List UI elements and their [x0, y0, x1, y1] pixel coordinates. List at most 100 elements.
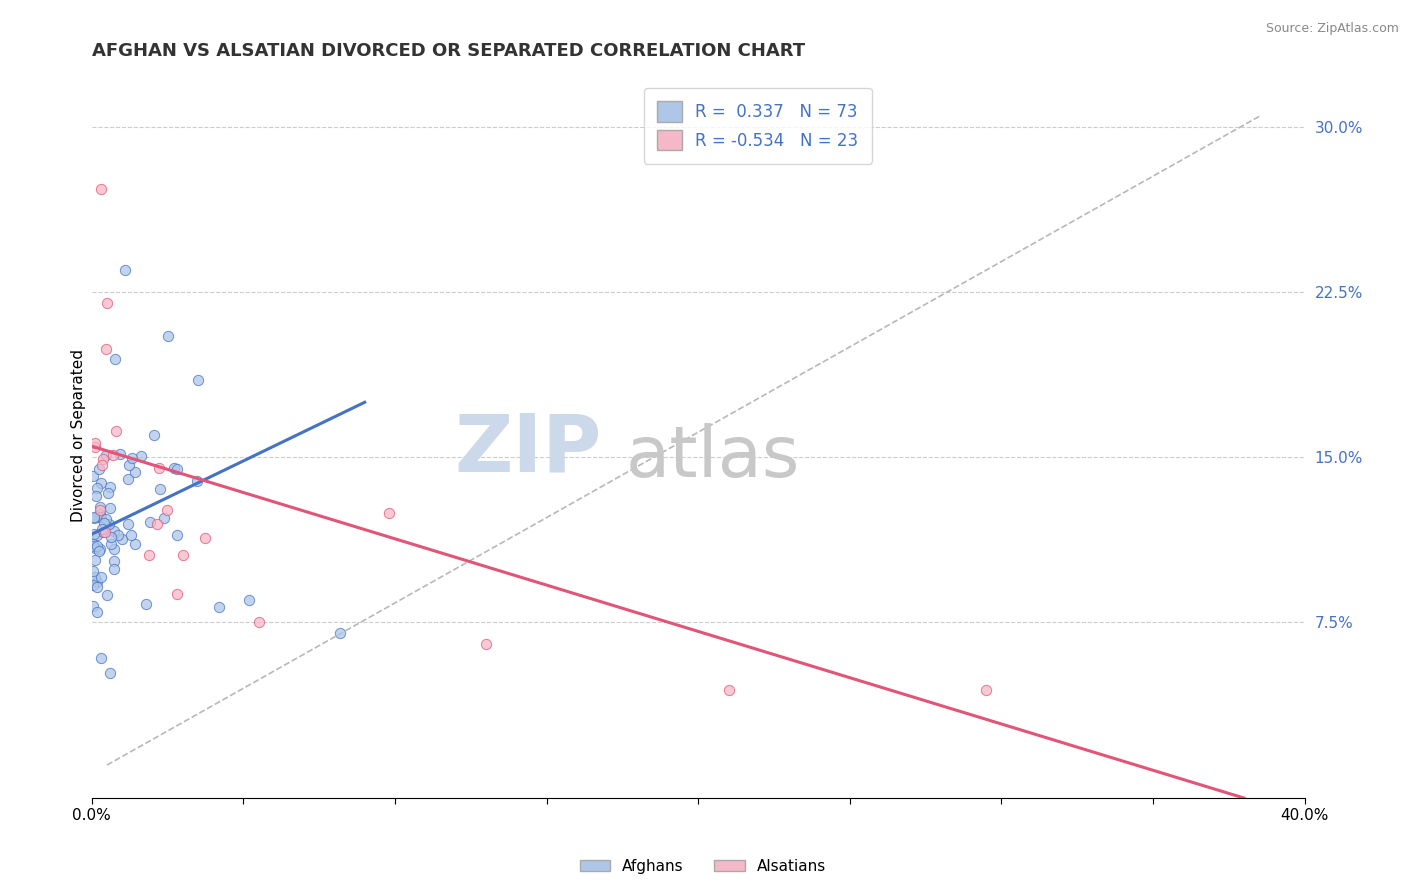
- Point: [86, 481, 108, 495]
- Point: [172, 548, 194, 562]
- Point: [96, 296, 118, 310]
- Point: [82, 539, 104, 553]
- Point: [84, 570, 107, 584]
- Point: [111, 532, 134, 546]
- Point: [84, 553, 107, 567]
- Point: [98, 665, 121, 680]
- Point: [187, 373, 209, 387]
- Text: atlas: atlas: [626, 423, 800, 491]
- Point: [82, 578, 104, 592]
- Point: [97, 486, 120, 500]
- Point: [98, 479, 121, 493]
- Point: [121, 450, 143, 465]
- Point: [162, 461, 184, 475]
- Legend: Afghans, Alsatians: Afghans, Alsatians: [574, 853, 832, 880]
- Point: [194, 531, 217, 545]
- Point: [117, 472, 139, 486]
- Point: [156, 503, 179, 517]
- Point: [101, 448, 124, 462]
- Point: [186, 474, 208, 488]
- Point: [87, 462, 110, 476]
- Point: [149, 482, 172, 496]
- Point: [100, 530, 122, 544]
- Point: [138, 548, 160, 562]
- Point: [90, 510, 112, 524]
- Point: [89, 507, 111, 521]
- Point: [86, 606, 108, 620]
- Point: [82, 536, 104, 550]
- Point: [108, 447, 131, 461]
- Point: [717, 683, 740, 698]
- Point: [208, 599, 231, 614]
- Point: [89, 503, 111, 517]
- Point: [82, 599, 104, 613]
- Point: [98, 517, 121, 532]
- Point: [90, 570, 112, 584]
- Point: [89, 500, 111, 514]
- Point: [90, 182, 112, 196]
- Point: [166, 586, 188, 600]
- Point: [100, 536, 122, 550]
- Point: [105, 424, 128, 438]
- Point: [129, 449, 152, 463]
- Point: [94, 448, 117, 462]
- Text: AFGHAN VS ALSATIAN DIVORCED OR SEPARATED CORRELATION CHART: AFGHAN VS ALSATIAN DIVORCED OR SEPARATED…: [91, 42, 804, 60]
- Point: [238, 593, 260, 607]
- Point: [107, 528, 129, 542]
- Point: [247, 615, 270, 629]
- Point: [142, 428, 165, 442]
- Point: [148, 461, 170, 475]
- Point: [98, 501, 121, 516]
- Point: [89, 542, 111, 557]
- Point: [84, 541, 107, 555]
- Point: [83, 440, 105, 454]
- Point: [83, 527, 105, 541]
- Point: [86, 489, 108, 503]
- Point: [93, 516, 115, 531]
- Point: [96, 588, 118, 602]
- Legend: R =  0.337   N = 73, R = -0.534   N = 23: R = 0.337 N = 73, R = -0.534 N = 23: [644, 88, 872, 164]
- Point: [103, 541, 125, 556]
- Point: [94, 524, 117, 539]
- Point: [86, 539, 108, 553]
- Point: [114, 263, 136, 277]
- Point: [974, 683, 997, 698]
- Point: [94, 342, 117, 356]
- Point: [475, 637, 498, 651]
- Point: [91, 458, 114, 472]
- Point: [91, 522, 114, 536]
- Point: [82, 469, 104, 483]
- Point: [378, 507, 401, 521]
- Point: [90, 475, 112, 490]
- Point: [83, 509, 105, 524]
- Point: [146, 516, 169, 531]
- Point: [139, 516, 162, 530]
- Point: [86, 580, 108, 594]
- Point: [120, 527, 142, 541]
- Point: [104, 352, 127, 367]
- Point: [83, 435, 105, 450]
- Point: [90, 651, 112, 665]
- Point: [103, 561, 125, 575]
- Point: [82, 564, 104, 578]
- Point: [103, 554, 125, 568]
- Point: [83, 510, 105, 524]
- Point: [103, 524, 125, 539]
- Point: [91, 451, 114, 466]
- Point: [117, 516, 139, 531]
- Point: [86, 509, 108, 524]
- Point: [135, 597, 157, 611]
- Point: [89, 544, 111, 558]
- Point: [86, 528, 108, 542]
- Point: [118, 458, 141, 472]
- Point: [86, 574, 108, 589]
- Point: [124, 465, 146, 479]
- Y-axis label: Divorced or Separated: Divorced or Separated: [72, 349, 86, 522]
- Text: Source: ZipAtlas.com: Source: ZipAtlas.com: [1265, 22, 1399, 36]
- Text: ZIP: ZIP: [454, 410, 602, 489]
- Point: [166, 527, 188, 541]
- Point: [166, 462, 188, 476]
- Point: [94, 511, 117, 525]
- Point: [153, 511, 176, 525]
- Point: [91, 524, 114, 539]
